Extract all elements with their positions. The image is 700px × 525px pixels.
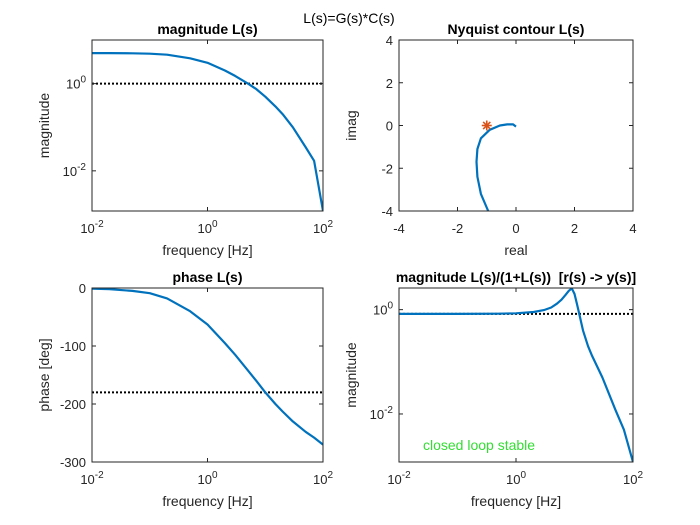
cl-annotation: closed loop stable (423, 437, 535, 453)
cl-ytick-label: 100 (373, 301, 393, 318)
cl-ytick-label: 10-2 (370, 405, 394, 422)
figure-suptitle: L(s)=G(s)*C(s) (303, 10, 394, 26)
nyq-ytick-label: 4 (386, 33, 393, 48)
nyq-subplot: -4 -2 0 2 4 -4 -2 0 2 4 Nyquist contour L(s) real im… (343, 21, 637, 258)
mag-xlabel: frequency [Hz] (162, 242, 252, 258)
phase-title: phase L(s) (172, 269, 242, 285)
nyq-title: Nyquist contour L(s) (448, 21, 585, 37)
cl-ylabel: magnitude (343, 342, 359, 408)
nyq-xtick-label: 2 (571, 221, 578, 236)
mag-ytick-label: 10-2 (63, 162, 87, 179)
nyq-ylabel: imag (343, 110, 359, 140)
nyq-ytick-label: 0 (386, 119, 393, 134)
nyq-xtick-label: -2 (452, 221, 464, 236)
mag-axes-box (91, 39, 324, 212)
mag-ytick-label: 100 (66, 75, 86, 92)
phase-xlabel: frequency [Hz] (162, 493, 252, 509)
cl-title: magnitude L(s)/(1+L(s)) [r(s) -> y(s)] (396, 269, 636, 285)
phase-ytick-label: -200 (60, 397, 86, 412)
mag-subplot: 10-2 100 102 10-2 100 magnitude L(s) frequency… (36, 21, 333, 258)
nyq-xtick-label: -4 (393, 221, 405, 236)
phase-xtick-label: 100 (197, 470, 217, 487)
mag-xtick-label: 100 (197, 219, 217, 236)
phase-ytick-label: 0 (79, 281, 86, 296)
phase-xtick-label: 102 (313, 470, 333, 487)
nyq-xtick-label: 0 (512, 221, 519, 236)
nyq-xlabel: real (504, 242, 527, 258)
mag-ylabel: magnitude (36, 93, 52, 159)
phase-subplot: 10-2 100 102 0 -100 -200 -300 phase L(s) frequen… (36, 269, 333, 509)
phase-xtick-label: 10-2 (80, 470, 104, 487)
phase-axes-box (91, 287, 324, 463)
cl-xlabel: frequency [Hz] (471, 493, 561, 509)
nyq-ytick-label: -2 (381, 161, 393, 176)
cl-series-line (399, 288, 633, 462)
mag-series-line (92, 51, 323, 211)
phase-series-line (92, 288, 323, 446)
critical-point-marker (481, 120, 492, 131)
cl-xtick-label: 10-2 (387, 470, 411, 487)
mag-xtick-label: 102 (313, 219, 333, 236)
phase-ylabel: phase [deg] (36, 338, 52, 411)
mag-title: magnitude L(s) (157, 21, 257, 37)
phase-ytick-label: -300 (60, 455, 86, 470)
nyq-ytick-label: 2 (386, 76, 393, 91)
cl-xtick-label: 102 (623, 470, 643, 487)
phase-ytick-label: -100 (60, 339, 86, 354)
nyq-xtick-label: 4 (629, 221, 636, 236)
cl-xtick-label: 100 (506, 470, 526, 487)
mag-xtick-label: 10-2 (80, 219, 104, 236)
nyq-series-line (475, 123, 517, 211)
nyq-ytick-label: -4 (381, 204, 393, 219)
